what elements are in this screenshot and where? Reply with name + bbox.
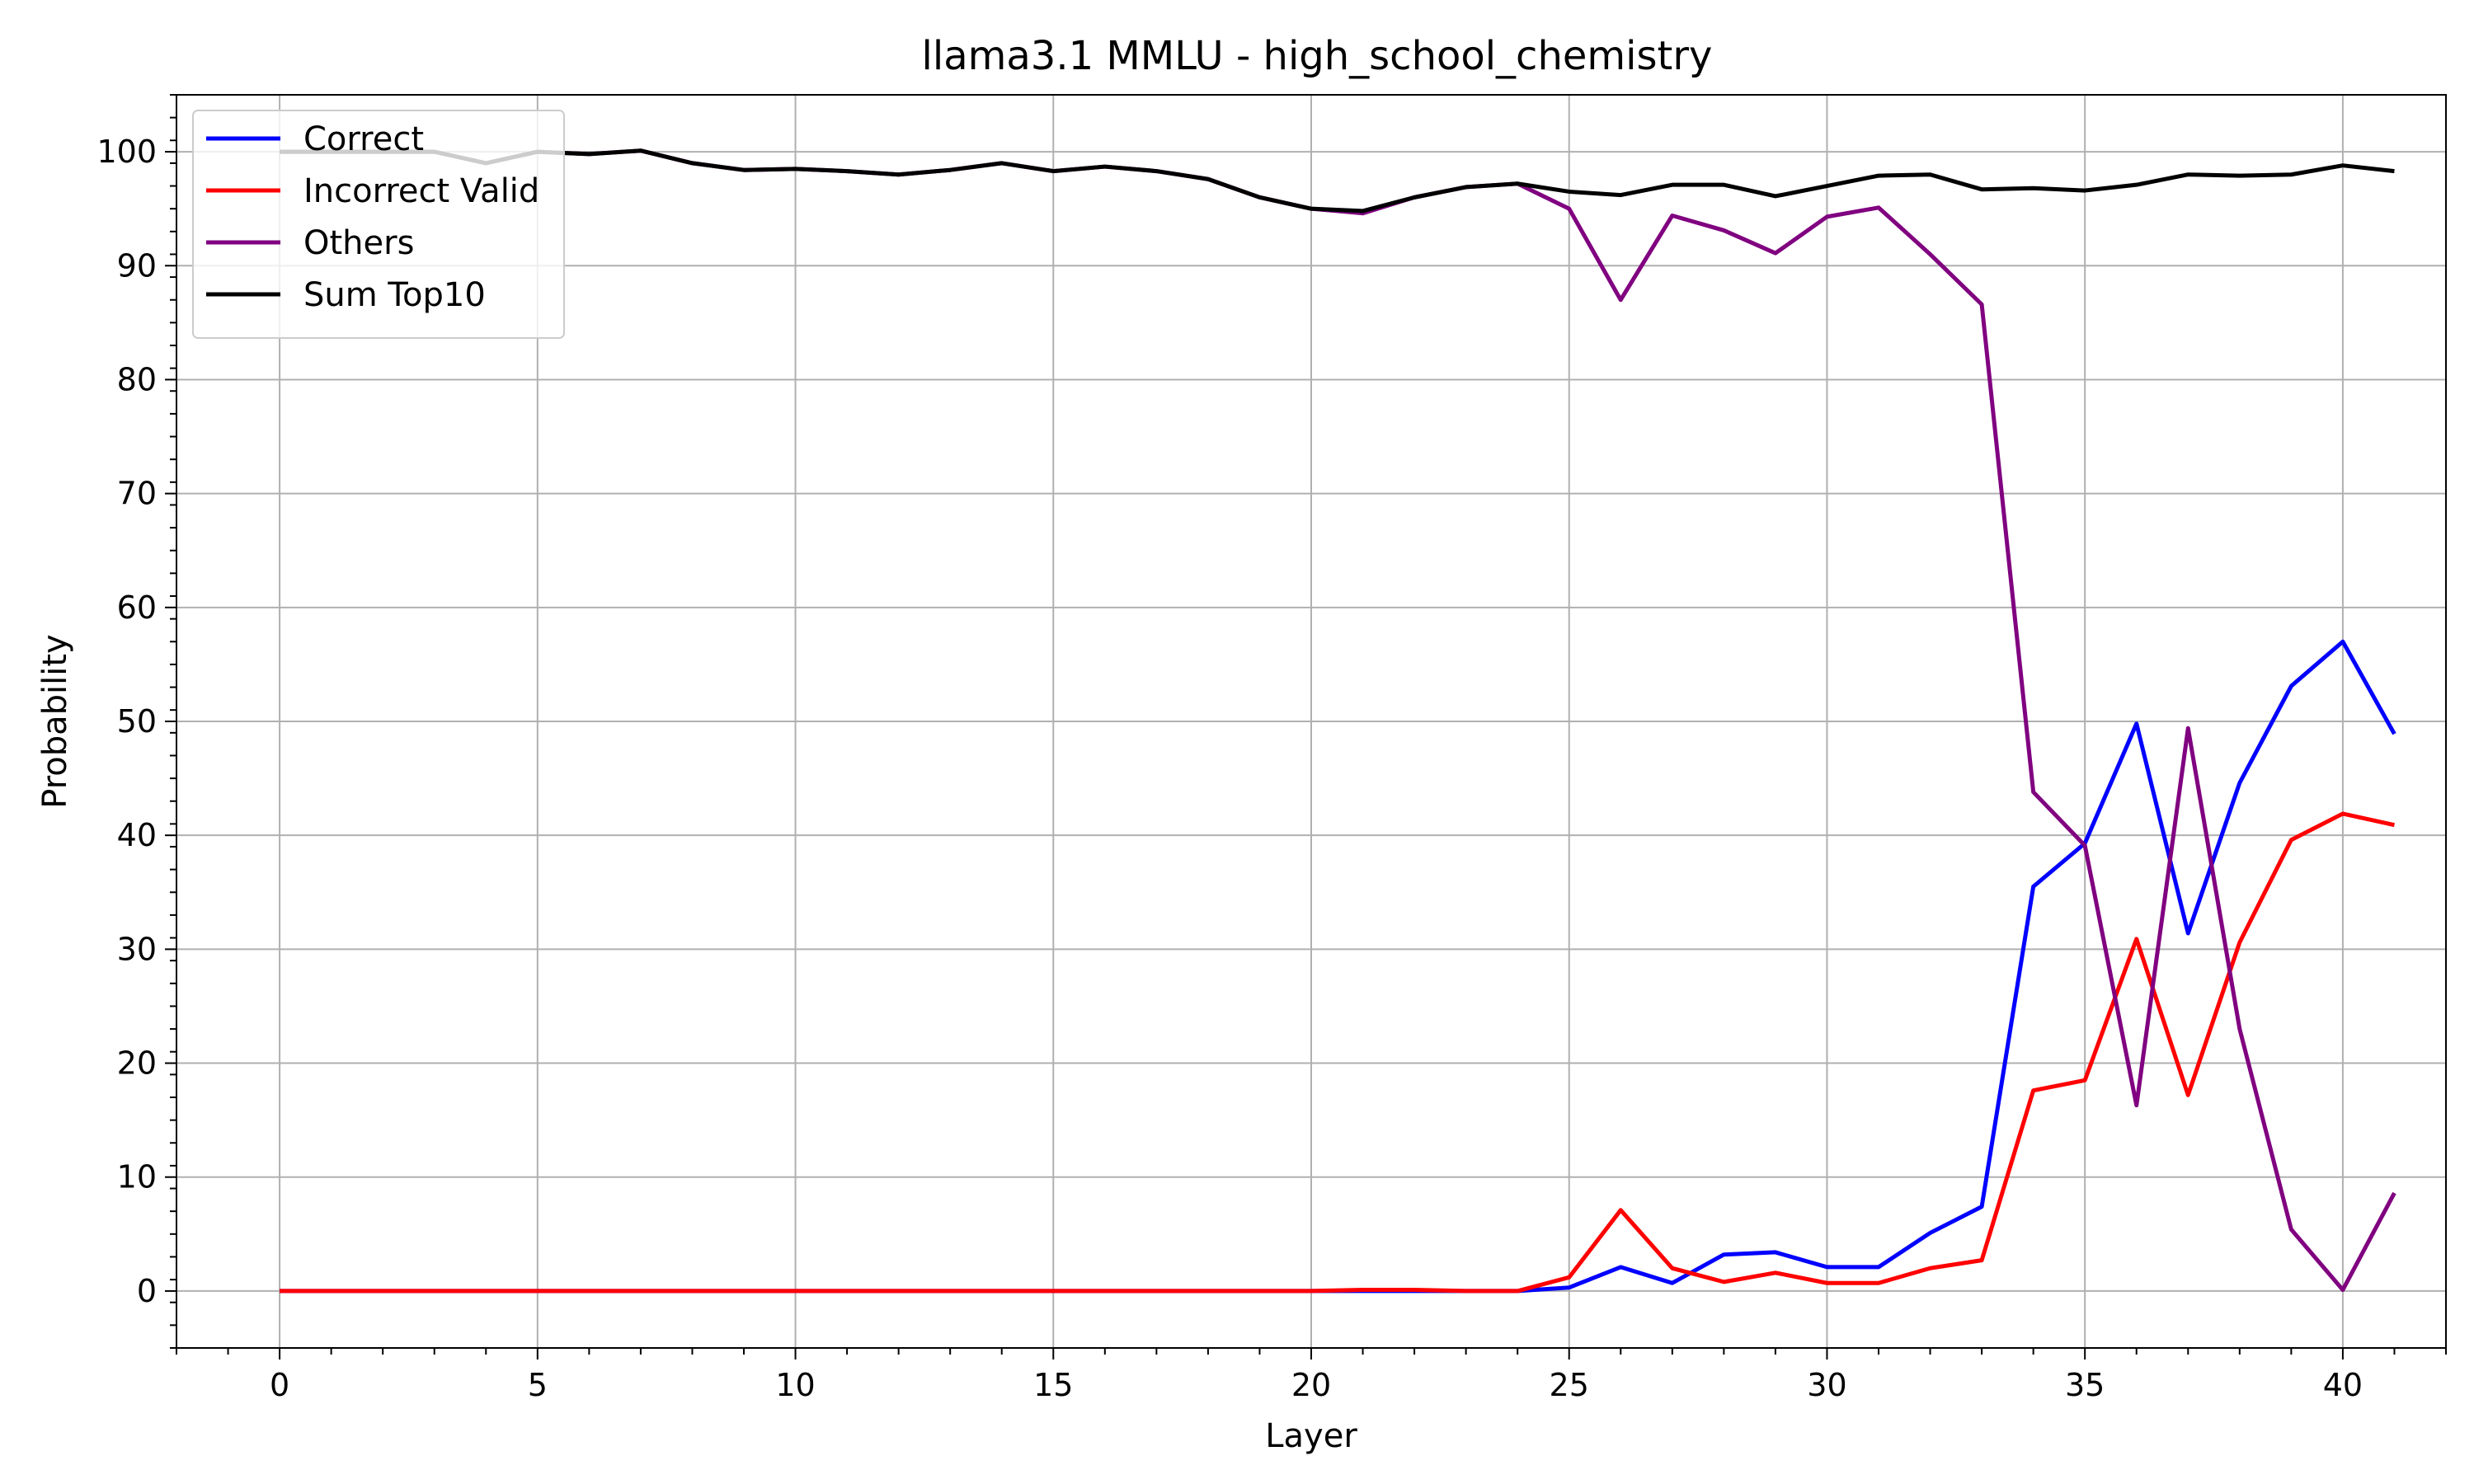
y-tick-label: 0	[137, 1273, 157, 1309]
legend-label: Others	[303, 224, 414, 262]
x-tick-label: 20	[1291, 1367, 1331, 1403]
y-tick-label: 10	[117, 1159, 157, 1195]
x-tick-label: 25	[1550, 1367, 1589, 1403]
y-tick-label: 70	[117, 476, 157, 512]
legend-label: Correct	[303, 120, 424, 158]
x-tick-label: 0	[270, 1367, 289, 1403]
y-tick-label: 30	[117, 931, 157, 967]
legend-box	[192, 110, 565, 339]
x-axis-label: Layer	[1265, 1417, 1357, 1455]
y-tick-label: 50	[117, 703, 157, 740]
series-line-0	[280, 639, 2396, 1294]
grid	[176, 95, 2446, 1348]
ticks: 0 5 10 15 20 25 30 35 40 0 10 20 30 40 50 60 70 80 90 100	[96, 94, 2447, 1403]
x-tick-label: 40	[2323, 1367, 2363, 1403]
x-tick-label: 15	[1033, 1367, 1073, 1403]
legend-label: Incorrect Valid	[303, 172, 539, 210]
x-tick-label: 30	[1807, 1367, 1846, 1403]
x-tick-label: 35	[2065, 1367, 2105, 1403]
series-line-1	[280, 811, 2395, 1294]
y-tick-label: 90	[117, 247, 157, 284]
y-tick-label: 60	[117, 589, 157, 626]
x-tick-label: 5	[528, 1367, 548, 1403]
y-axis-label: Probability	[36, 634, 74, 808]
y-tick-label: 100	[96, 134, 157, 170]
chart-title: llama3.1 MMLU - high_school_chemistry	[922, 33, 1713, 79]
y-tick-label: 80	[117, 361, 157, 397]
series-line-3	[280, 148, 2395, 214]
legend-label: Sum Top10	[303, 276, 486, 314]
y-tick-label: 40	[117, 817, 157, 853]
series-layer	[280, 148, 2396, 1294]
legend: Correct Incorrect Valid Others Sum Top10	[192, 110, 565, 339]
x-tick-label: 10	[775, 1367, 815, 1403]
series-line-2	[280, 148, 2396, 1293]
y-tick-label: 20	[117, 1045, 157, 1082]
